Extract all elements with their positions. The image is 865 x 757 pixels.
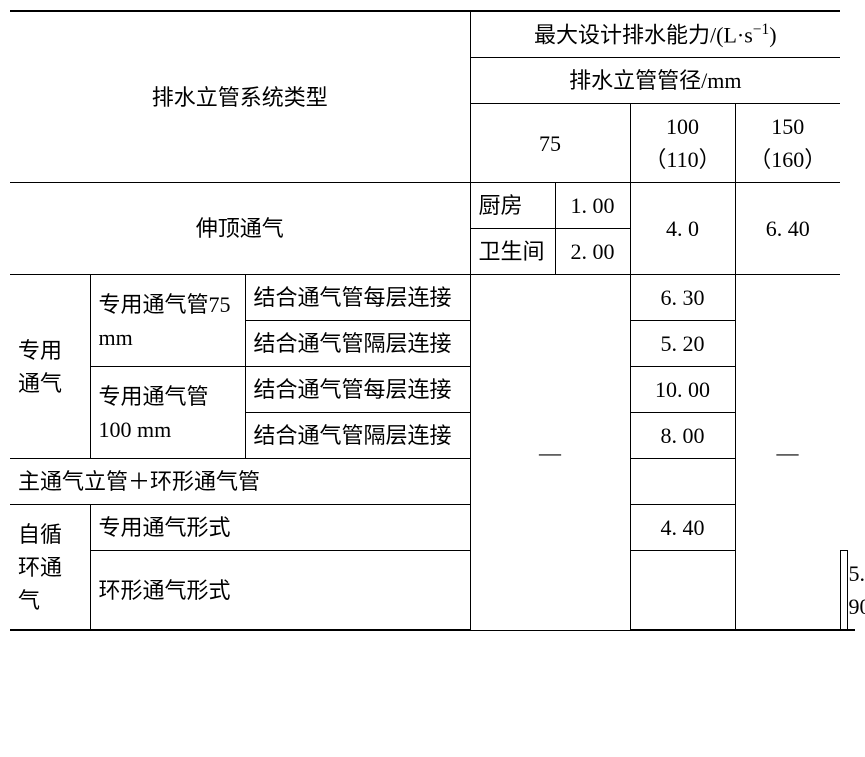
self-dash-75-bottom — [630, 551, 840, 631]
col-75: 75 — [470, 104, 630, 183]
shending-text: 伸顶通气 — [196, 216, 284, 241]
capacity-header: 最大设计排水能力/(L·s−1) — [470, 11, 840, 58]
zy-v-c: 10. 00 — [630, 367, 735, 413]
bath-value: 2. 00 — [555, 229, 630, 275]
self-text: 自循环通气 — [18, 522, 62, 613]
zy-pipe-75-text: 专用通气管75 mm — [99, 292, 231, 350]
main-ring-label: 主通气立管＋环形通气管 — [10, 459, 470, 505]
row-header-label: 排水立管系统类型 — [10, 11, 470, 183]
capacity-text: 最大设计排水能力/(L·s — [534, 22, 753, 47]
self-r1: 专用通气形式 — [90, 505, 470, 551]
zy-pipe-100: 专用通气管100 mm — [90, 367, 245, 459]
kitchen-label: 厨房 — [470, 183, 555, 229]
kitchen-text: 厨房 — [479, 193, 523, 218]
kitchen-value: 1. 00 — [555, 183, 630, 229]
diameter-text: 排水立管管径/mm — [569, 68, 741, 93]
zy-every-1: 结合通气管每层连接 — [245, 275, 470, 321]
zy-every-2-text: 结合通气管每层连接 — [254, 377, 452, 402]
zy-alt-2: 结合通气管隔层连接 — [245, 413, 470, 459]
self-label: 自循环通气 — [10, 505, 90, 631]
shending-150: 6. 40 — [735, 183, 840, 275]
zy-75-dash-text: — — [539, 440, 561, 465]
self-r2: 环形通气形式 — [90, 551, 470, 631]
zy-75-dash: — — [470, 275, 630, 631]
zy-v-b: 5. 20 — [630, 321, 735, 367]
zy-alt-2-text: 结合通气管隔层连接 — [254, 423, 452, 448]
shending-100-text: 4. 0 — [666, 216, 699, 241]
zy-alt-1-text: 结合通气管隔层连接 — [254, 331, 452, 356]
capacity-suffix: ) — [769, 22, 776, 47]
col-150-text: 150（160） — [749, 114, 826, 172]
zy-v-a-text: 6. 30 — [661, 285, 705, 310]
self-v1: 4. 40 — [630, 505, 735, 551]
zy-label: 专用通气 — [10, 275, 90, 459]
shending-label: 伸顶通气 — [10, 183, 470, 275]
row-header-text: 排水立管系统类型 — [152, 85, 328, 110]
diameter-header: 排水立管管径/mm — [470, 58, 840, 104]
self-v2-text: 5. 90 — [849, 561, 865, 619]
self-v1-text: 4. 40 — [661, 515, 705, 540]
zy-v-d: 8. 00 — [630, 413, 735, 459]
bath-text: 卫生间 — [479, 239, 545, 264]
bath-value-text: 2. 00 — [571, 239, 615, 264]
zy-v-c-text: 10. 00 — [655, 377, 710, 402]
col-100-text: 100（110） — [644, 114, 720, 172]
self-r2-text: 环形通气形式 — [99, 578, 231, 603]
zy-pipe-75: 专用通气管75 mm — [90, 275, 245, 367]
main-ring-100 — [630, 459, 735, 505]
zy-pipe-100-text: 专用通气管100 mm — [99, 384, 209, 442]
zy-v-a: 6. 30 — [630, 275, 735, 321]
zy-alt-1: 结合通气管隔层连接 — [245, 321, 470, 367]
zy-v-b-text: 5. 20 — [661, 331, 705, 356]
col-100: 100（110） — [630, 104, 735, 183]
zy-every-1-text: 结合通气管每层连接 — [254, 285, 452, 310]
zy-every-2: 结合通气管每层连接 — [245, 367, 470, 413]
col-75-text: 75 — [539, 131, 561, 156]
zy-v-d-text: 8. 00 — [661, 423, 705, 448]
capacity-sup: −1 — [753, 21, 769, 38]
self-v2: 5. 90 — [840, 551, 847, 631]
kitchen-value-text: 1. 00 — [571, 193, 615, 218]
shending-150-text: 6. 40 — [766, 216, 810, 241]
col-150: 150（160） — [735, 104, 840, 183]
drainage-capacity-table: 排水立管系统类型 最大设计排水能力/(L·s−1) 排水立管管径/mm 75 1… — [10, 10, 855, 631]
self-r1-text: 专用通气形式 — [99, 515, 231, 540]
main-ring-text: 主通气立管＋环形通气管 — [18, 469, 260, 494]
shending-100: 4. 0 — [630, 183, 735, 275]
zy-text: 专用通气 — [18, 338, 62, 396]
bath-label: 卫生间 — [470, 229, 555, 275]
zy-150-dash-text: — — [777, 440, 799, 465]
